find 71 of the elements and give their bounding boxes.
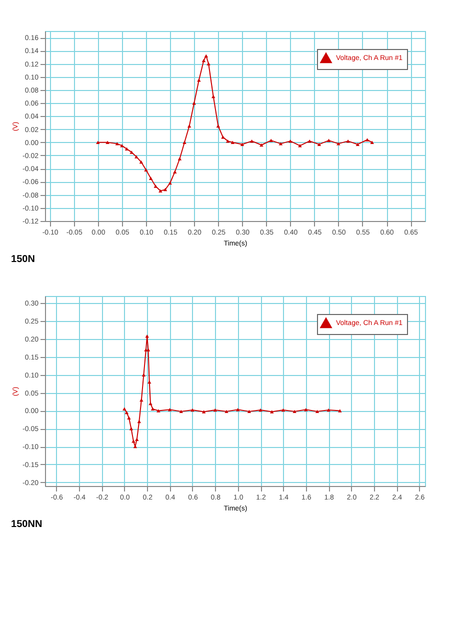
- point: [106, 140, 110, 144]
- point: [250, 139, 254, 143]
- point: [269, 138, 273, 142]
- point: [122, 407, 126, 411]
- point: [154, 184, 158, 188]
- point: [288, 139, 292, 143]
- point: [145, 334, 149, 338]
- point: [96, 140, 100, 144]
- point: [370, 140, 374, 144]
- point: [168, 408, 172, 412]
- point: [127, 416, 131, 420]
- point: [298, 144, 302, 148]
- point: [206, 62, 210, 66]
- point: [260, 143, 264, 147]
- point: [135, 438, 139, 442]
- point: [182, 140, 186, 144]
- point: [336, 142, 340, 146]
- point: [146, 348, 150, 352]
- point: [326, 408, 330, 412]
- point: [211, 94, 216, 98]
- point: [142, 373, 146, 376]
- point: [163, 188, 168, 192]
- point: [130, 150, 134, 154]
- point: [147, 380, 152, 384]
- point: [168, 181, 172, 185]
- point: [156, 409, 160, 412]
- point: [356, 142, 360, 146]
- point: [190, 408, 194, 412]
- point: [179, 410, 183, 414]
- point: [278, 142, 283, 146]
- point: [281, 408, 286, 412]
- point: [216, 124, 220, 128]
- point: [304, 408, 308, 412]
- point: [315, 410, 320, 414]
- point: [137, 420, 142, 424]
- point: [202, 410, 206, 414]
- point: [187, 124, 192, 128]
- point: [158, 189, 162, 192]
- point: [139, 160, 144, 164]
- point: [144, 168, 148, 172]
- point: [202, 58, 206, 62]
- point: [173, 170, 177, 174]
- point: [258, 408, 262, 412]
- point: [365, 138, 370, 142]
- point: [120, 144, 124, 148]
- point: [115, 142, 120, 146]
- point: [124, 410, 129, 414]
- point: [148, 176, 153, 180]
- point: [148, 402, 152, 406]
- point: [197, 78, 201, 82]
- point: [150, 407, 155, 411]
- point: [326, 138, 331, 142]
- point: [221, 136, 225, 139]
- text: 150N: [11, 254, 35, 265]
- point: [240, 142, 244, 146]
- point: [226, 139, 230, 143]
- text: 150NN: [11, 519, 42, 530]
- point: [270, 410, 274, 414]
- point: [134, 155, 138, 158]
- point: [178, 157, 182, 160]
- point: [236, 408, 240, 412]
- point: [204, 54, 208, 58]
- point: [292, 410, 296, 414]
- point: [132, 440, 136, 443]
- point: [230, 140, 234, 144]
- point: [317, 142, 322, 146]
- point: [129, 427, 134, 430]
- point: [213, 408, 218, 412]
- point: [247, 410, 252, 414]
- point: [338, 409, 342, 412]
- point: [224, 410, 228, 414]
